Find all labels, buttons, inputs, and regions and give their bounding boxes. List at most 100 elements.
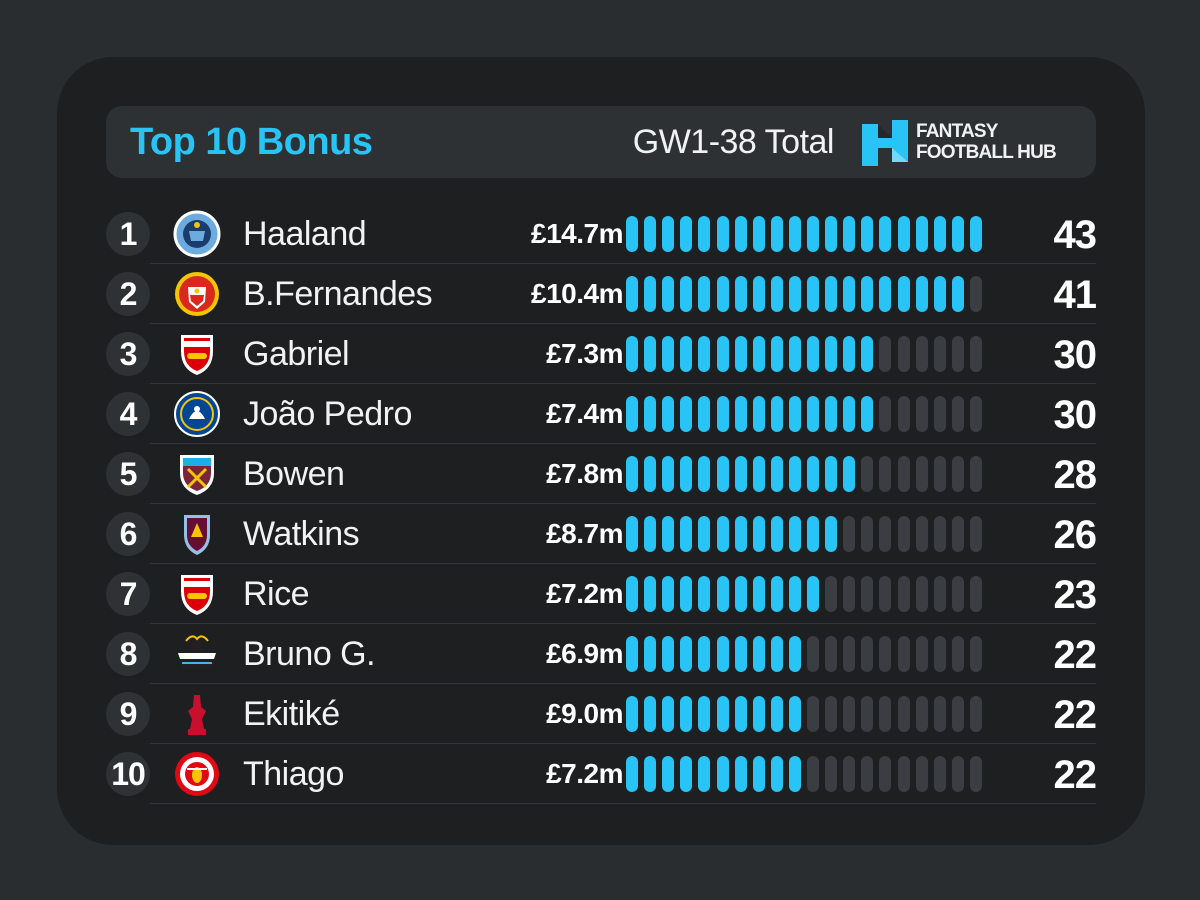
bar-segment-filled: [626, 216, 638, 252]
bar-segment-filled: [770, 576, 783, 612]
bar-segment-filled: [843, 336, 856, 372]
row-divider: [150, 803, 1096, 804]
rank-badge: 5: [106, 452, 150, 496]
bonus-value: 30: [1053, 333, 1097, 377]
bar-segment-filled: [716, 276, 729, 312]
bar-segment-empty: [933, 636, 946, 672]
player-name: Bowen: [243, 455, 345, 493]
bar-segment-filled: [861, 396, 874, 432]
bar-segment-empty: [879, 456, 892, 492]
bar-segment-filled: [807, 336, 819, 372]
bonus-bar: [626, 516, 996, 552]
bar-segment-empty: [915, 576, 928, 612]
bar-segment-filled: [825, 456, 838, 492]
bar-segment-filled: [716, 576, 729, 612]
bar-segment-empty: [879, 636, 892, 672]
bar-segment-empty: [969, 756, 982, 792]
bar-segment-filled: [788, 516, 801, 552]
bar-segment-empty: [951, 456, 964, 492]
bar-segment-filled: [680, 456, 693, 492]
bar-segment-empty: [933, 396, 946, 432]
bar-segment-filled: [644, 636, 657, 672]
bonus-bar: [626, 396, 996, 432]
aston-villa-crest-icon: [184, 515, 210, 555]
west-ham-crest-icon: [180, 455, 214, 495]
bar-segment-empty: [879, 336, 892, 372]
bonus-bar: [626, 576, 996, 612]
bar-segment-empty: [951, 396, 964, 432]
bonus-value: 30: [1053, 393, 1097, 437]
bar-segment-empty: [969, 636, 982, 672]
bar-segment-empty: [861, 456, 874, 492]
bar-segment-filled: [843, 396, 856, 432]
bar-segment-filled: [626, 636, 638, 672]
bar-segment-empty: [843, 516, 856, 552]
bar-segment-filled: [752, 216, 765, 252]
bar-segment-filled: [951, 276, 964, 312]
bonus-value: 41: [1053, 273, 1097, 317]
arsenal-crest-icon: [181, 335, 213, 375]
row-divider: [150, 683, 1096, 684]
rank-badge: 7: [106, 572, 150, 616]
logo-line-2: FOOTBALL HUB: [916, 142, 1057, 163]
bar-segment-empty: [915, 336, 928, 372]
logo-wordmark: FANTASY FOOTBALL HUB: [916, 121, 1057, 163]
bar-segment-filled: [662, 696, 675, 732]
bar-segment-filled: [644, 756, 657, 792]
bar-segment-empty: [861, 636, 874, 672]
bar-segment-empty: [951, 756, 964, 792]
player-name: Thiago: [243, 755, 344, 793]
table-row: 8 Bruno G. £6.9m 22: [106, 624, 1097, 684]
bar-segment-empty: [825, 756, 838, 792]
bar-segment-filled: [698, 216, 711, 252]
bar-segment-filled: [861, 336, 874, 372]
bar-segment-filled: [698, 636, 711, 672]
bar-segment-filled: [752, 396, 765, 432]
player-name: Watkins: [243, 515, 360, 553]
player-name: Gabriel: [243, 335, 350, 373]
bar-segment-empty: [915, 696, 928, 732]
bar-segment-empty: [861, 756, 874, 792]
table-row: 7 Rice £7.2m 23: [106, 564, 1097, 624]
bar-segment-filled: [807, 456, 819, 492]
bar-segment-filled: [716, 336, 729, 372]
header-bar: Top 10 Bonus GW1-38 Total FANTASY FOOTBA…: [106, 106, 1096, 178]
newcastle-crest-icon: [178, 635, 216, 669]
bonus-value: 22: [1053, 753, 1097, 797]
bar-segment-filled: [752, 636, 765, 672]
bar-segment-empty: [861, 516, 874, 552]
bar-segment-filled: [770, 636, 783, 672]
bar-segment-filled: [734, 396, 747, 432]
bar-segment-filled: [626, 696, 638, 732]
bar-segment-empty: [969, 456, 982, 492]
bar-segment-filled: [662, 336, 675, 372]
logo-line-1: FANTASY: [916, 121, 998, 142]
bar-segment-filled: [861, 276, 874, 312]
bar-segment-empty: [915, 756, 928, 792]
bar-segment-filled: [770, 336, 783, 372]
bar-segment-filled: [734, 456, 747, 492]
bar-segment-filled: [825, 516, 838, 552]
rank-badge: 1: [106, 212, 150, 256]
bar-segment-filled: [680, 696, 693, 732]
bonus-bar: [626, 336, 996, 372]
player-name: Bruno G.: [243, 635, 376, 673]
bar-segment-filled: [626, 336, 638, 372]
bar-segment-filled: [680, 276, 693, 312]
bar-segment-filled: [626, 456, 638, 492]
bar-segment-filled: [752, 336, 765, 372]
bar-segment-filled: [716, 636, 729, 672]
bar-segment-empty: [969, 336, 982, 372]
chart-title: Top 10 Bonus: [130, 121, 373, 163]
man-utd-crest-icon: [175, 272, 219, 316]
bar-segment-empty: [933, 576, 946, 612]
table-row: 4 João Pedro £7.4m 30: [106, 384, 1097, 444]
bar-segment-filled: [662, 636, 675, 672]
bar-segment-filled: [644, 696, 657, 732]
player-price: £6.9m: [546, 638, 623, 669]
bar-segment-filled: [662, 456, 675, 492]
player-price: £10.4m: [531, 278, 623, 309]
bar-segment-empty: [897, 756, 910, 792]
bar-segment-empty: [807, 696, 819, 732]
bar-segment-filled: [951, 216, 964, 252]
